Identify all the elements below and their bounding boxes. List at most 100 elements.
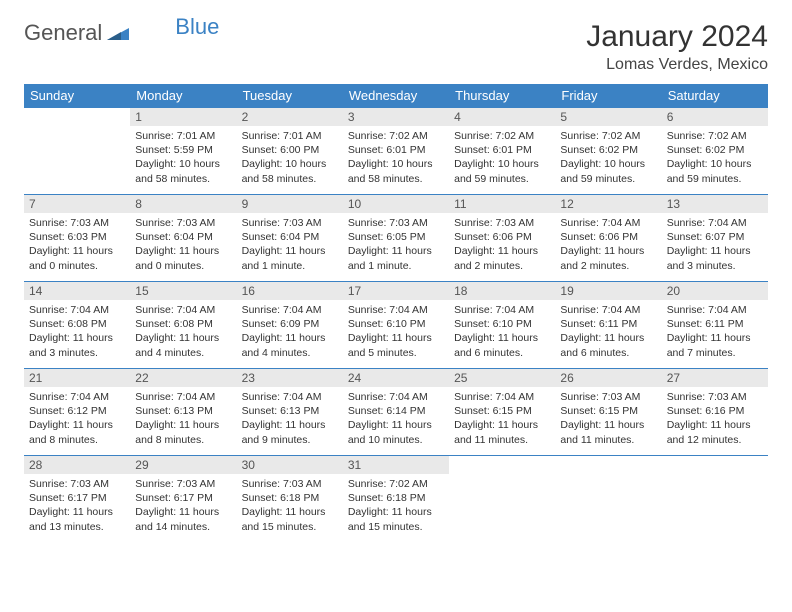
sunset-text: Sunset: 6:12 PM [29, 404, 125, 418]
calendar-table: SundayMondayTuesdayWednesdayThursdayFrid… [24, 84, 768, 542]
day-number: 21 [24, 369, 130, 387]
day-number: 6 [662, 108, 768, 126]
sunset-text: Sunset: 6:04 PM [135, 230, 231, 244]
day-number: 9 [237, 195, 343, 213]
day-number: 18 [449, 282, 555, 300]
day-number: 24 [343, 369, 449, 387]
sunset-text: Sunset: 6:01 PM [454, 143, 550, 157]
calendar-cell: 23Sunrise: 7:04 AMSunset: 6:13 PMDayligh… [237, 369, 343, 456]
month-title: January 2024 [586, 20, 768, 54]
calendar-cell: 12Sunrise: 7:04 AMSunset: 6:06 PMDayligh… [555, 195, 661, 282]
day-details: Sunrise: 7:04 AMSunset: 6:10 PMDaylight:… [343, 300, 449, 364]
sunset-text: Sunset: 6:11 PM [560, 317, 656, 331]
calendar-cell: 18Sunrise: 7:04 AMSunset: 6:10 PMDayligh… [449, 282, 555, 369]
day-number: 12 [555, 195, 661, 213]
brand-logo: General Blue [24, 20, 219, 46]
daylight-text: Daylight: 11 hours and 2 minutes. [560, 244, 656, 272]
sunset-text: Sunset: 6:08 PM [135, 317, 231, 331]
daylight-text: Daylight: 11 hours and 0 minutes. [29, 244, 125, 272]
calendar-cell: 4Sunrise: 7:02 AMSunset: 6:01 PMDaylight… [449, 108, 555, 195]
calendar-cell: 10Sunrise: 7:03 AMSunset: 6:05 PMDayligh… [343, 195, 449, 282]
daylight-text: Daylight: 11 hours and 15 minutes. [348, 505, 444, 533]
day-number: 17 [343, 282, 449, 300]
day-details: Sunrise: 7:02 AMSunset: 6:02 PMDaylight:… [662, 126, 768, 190]
sunrise-text: Sunrise: 7:04 AM [29, 390, 125, 404]
sunrise-text: Sunrise: 7:04 AM [348, 390, 444, 404]
daylight-text: Daylight: 11 hours and 11 minutes. [560, 418, 656, 446]
calendar-cell: 29Sunrise: 7:03 AMSunset: 6:17 PMDayligh… [130, 456, 236, 543]
day-details: Sunrise: 7:04 AMSunset: 6:08 PMDaylight:… [130, 300, 236, 364]
sunset-text: Sunset: 6:10 PM [348, 317, 444, 331]
calendar-cell: 24Sunrise: 7:04 AMSunset: 6:14 PMDayligh… [343, 369, 449, 456]
daylight-text: Daylight: 11 hours and 3 minutes. [29, 331, 125, 359]
sunrise-text: Sunrise: 7:04 AM [135, 303, 231, 317]
day-number: 7 [24, 195, 130, 213]
daylight-text: Daylight: 10 hours and 59 minutes. [560, 157, 656, 185]
day-details: Sunrise: 7:02 AMSunset: 6:18 PMDaylight:… [343, 474, 449, 538]
daylight-text: Daylight: 11 hours and 5 minutes. [348, 331, 444, 359]
day-details: Sunrise: 7:04 AMSunset: 6:08 PMDaylight:… [24, 300, 130, 364]
day-details: Sunrise: 7:04 AMSunset: 6:10 PMDaylight:… [449, 300, 555, 364]
day-number: 22 [130, 369, 236, 387]
sunrise-text: Sunrise: 7:03 AM [242, 477, 338, 491]
day-details: Sunrise: 7:02 AMSunset: 6:02 PMDaylight:… [555, 126, 661, 190]
calendar-cell: 20Sunrise: 7:04 AMSunset: 6:11 PMDayligh… [662, 282, 768, 369]
day-details: Sunrise: 7:04 AMSunset: 6:06 PMDaylight:… [555, 213, 661, 277]
sunrise-text: Sunrise: 7:02 AM [667, 129, 763, 143]
day-number: 1 [130, 108, 236, 126]
sunset-text: Sunset: 6:09 PM [242, 317, 338, 331]
daylight-text: Daylight: 11 hours and 4 minutes. [242, 331, 338, 359]
day-details: Sunrise: 7:04 AMSunset: 6:12 PMDaylight:… [24, 387, 130, 451]
sunset-text: Sunset: 6:05 PM [348, 230, 444, 244]
calendar-cell: 26Sunrise: 7:03 AMSunset: 6:15 PMDayligh… [555, 369, 661, 456]
day-number: 25 [449, 369, 555, 387]
day-details: Sunrise: 7:04 AMSunset: 6:09 PMDaylight:… [237, 300, 343, 364]
day-header: Monday [130, 84, 236, 108]
sunrise-text: Sunrise: 7:04 AM [135, 390, 231, 404]
sunrise-text: Sunrise: 7:04 AM [454, 303, 550, 317]
calendar-cell [24, 108, 130, 195]
daylight-text: Daylight: 11 hours and 2 minutes. [454, 244, 550, 272]
sunset-text: Sunset: 6:07 PM [667, 230, 763, 244]
day-details: Sunrise: 7:03 AMSunset: 6:15 PMDaylight:… [555, 387, 661, 451]
calendar-cell [449, 456, 555, 543]
sunrise-text: Sunrise: 7:02 AM [348, 129, 444, 143]
day-number: 8 [130, 195, 236, 213]
daylight-text: Daylight: 10 hours and 59 minutes. [667, 157, 763, 185]
day-number: 3 [343, 108, 449, 126]
sunrise-text: Sunrise: 7:03 AM [560, 390, 656, 404]
calendar-week: 21Sunrise: 7:04 AMSunset: 6:12 PMDayligh… [24, 369, 768, 456]
sunrise-text: Sunrise: 7:03 AM [135, 216, 231, 230]
sunrise-text: Sunrise: 7:02 AM [560, 129, 656, 143]
day-details: Sunrise: 7:04 AMSunset: 6:11 PMDaylight:… [662, 300, 768, 364]
sunrise-text: Sunrise: 7:04 AM [242, 303, 338, 317]
sunrise-text: Sunrise: 7:03 AM [667, 390, 763, 404]
day-number: 15 [130, 282, 236, 300]
sunrise-text: Sunrise: 7:02 AM [454, 129, 550, 143]
calendar-cell: 11Sunrise: 7:03 AMSunset: 6:06 PMDayligh… [449, 195, 555, 282]
day-details: Sunrise: 7:03 AMSunset: 6:04 PMDaylight:… [130, 213, 236, 277]
daylight-text: Daylight: 11 hours and 13 minutes. [29, 505, 125, 533]
calendar-cell: 17Sunrise: 7:04 AMSunset: 6:10 PMDayligh… [343, 282, 449, 369]
daylight-text: Daylight: 10 hours and 58 minutes. [242, 157, 338, 185]
sunset-text: Sunset: 6:16 PM [667, 404, 763, 418]
sunrise-text: Sunrise: 7:03 AM [135, 477, 231, 491]
calendar-cell: 5Sunrise: 7:02 AMSunset: 6:02 PMDaylight… [555, 108, 661, 195]
sunset-text: Sunset: 6:18 PM [348, 491, 444, 505]
calendar-cell: 1Sunrise: 7:01 AMSunset: 5:59 PMDaylight… [130, 108, 236, 195]
sunset-text: Sunset: 5:59 PM [135, 143, 231, 157]
location-label: Lomas Verdes, Mexico [586, 56, 768, 74]
sunset-text: Sunset: 6:14 PM [348, 404, 444, 418]
day-number: 19 [555, 282, 661, 300]
brand-part2: Blue [175, 14, 219, 40]
calendar-cell: 31Sunrise: 7:02 AMSunset: 6:18 PMDayligh… [343, 456, 449, 543]
calendar-cell: 8Sunrise: 7:03 AMSunset: 6:04 PMDaylight… [130, 195, 236, 282]
daylight-text: Daylight: 11 hours and 4 minutes. [135, 331, 231, 359]
day-details: Sunrise: 7:04 AMSunset: 6:15 PMDaylight:… [449, 387, 555, 451]
day-number: 4 [449, 108, 555, 126]
daylight-text: Daylight: 11 hours and 8 minutes. [135, 418, 231, 446]
daylight-text: Daylight: 11 hours and 3 minutes. [667, 244, 763, 272]
sunset-text: Sunset: 6:01 PM [348, 143, 444, 157]
day-number: 26 [555, 369, 661, 387]
sunrise-text: Sunrise: 7:03 AM [242, 216, 338, 230]
